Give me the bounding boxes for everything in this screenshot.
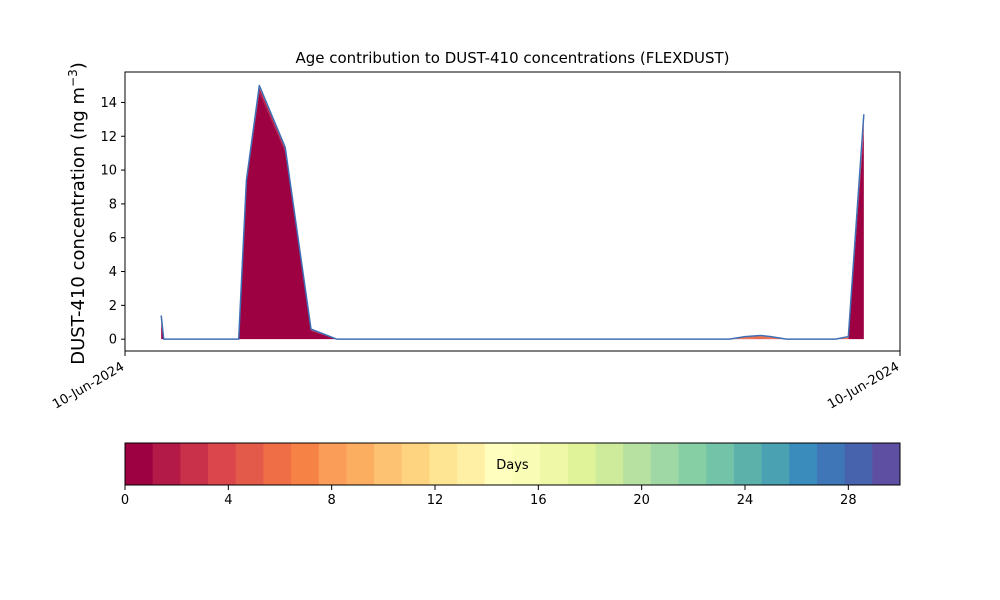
y-axis-label-close: ) (68, 62, 89, 69)
colorbar-swatch (346, 443, 375, 485)
colorbar-swatch (429, 443, 458, 485)
y-tick-label: 6 (109, 231, 117, 246)
y-axis-label: DUST-410 concentration (ng m−3) (66, 62, 89, 365)
colorbar-swatch (318, 443, 347, 485)
colorbar-swatch (180, 443, 209, 485)
y-tick-label: 8 (109, 197, 117, 212)
colorbar-swatch (623, 443, 652, 485)
colorbar-swatch (374, 443, 403, 485)
colorbar: 0 4 8 12 16 20 24 28 (121, 442, 901, 508)
colorbar-swatch (540, 443, 569, 485)
colorbar-swatch (152, 443, 181, 485)
colorbar-tick-label: 12 (427, 493, 444, 508)
chart-title: Age contribution to DUST-410 concentrati… (295, 49, 729, 67)
colorbar-swatch (844, 443, 873, 485)
colorbar-tick-label: 24 (737, 493, 754, 508)
colorbar-tick-label: 20 (633, 493, 650, 508)
colorbar-swatch (291, 443, 320, 485)
colorbar-swatch (733, 443, 763, 485)
colorbar-swatch (650, 443, 680, 485)
x-axis: 10-Jun-2024 10-Jun-2024 (50, 351, 902, 412)
colorbar-swatch (872, 443, 901, 485)
colorbar-swatch (263, 443, 292, 485)
x-tick-label: 10-Jun-2024 (50, 359, 127, 412)
colorbar-swatch (512, 443, 541, 485)
colorbar-tick-label: 16 (530, 493, 547, 508)
colorbar-swatch (208, 443, 237, 485)
x-tick-label: 10-Jun-2024 (825, 359, 902, 412)
area-age-0-days (161, 92, 864, 340)
colorbar-frame (124, 442, 901, 486)
y-tick-label: 0 (109, 333, 117, 348)
y-tick-label: 14 (100, 96, 117, 111)
colorbar-swatch (401, 443, 430, 485)
colorbar-swatch (125, 443, 154, 485)
colorbar-swatch (678, 443, 707, 485)
y-axis: 0 2 4 6 8 10 12 14 (100, 96, 125, 348)
colorbar-tick-label: 4 (224, 493, 232, 508)
plot-area (160, 84, 865, 340)
y-tick-label: 12 (100, 130, 117, 145)
y-tick-label: 2 (109, 299, 117, 314)
colorbar-swatch (816, 443, 846, 485)
colorbar-label: Days (496, 458, 529, 473)
colorbar-tick-label: 8 (328, 493, 336, 508)
y-tick-label: 10 (100, 164, 117, 179)
total-concentration-line (160, 84, 865, 340)
colorbar-tick-label: 0 (121, 493, 129, 508)
colorbar-tick-label: 28 (840, 493, 857, 508)
colorbar-swatch (235, 443, 264, 485)
colorbar-swatch (567, 443, 597, 485)
y-axis-label-main: DUST-410 concentration (ng m (68, 87, 89, 365)
colorbar-swatch (484, 443, 513, 485)
plot-frame (124, 71, 901, 352)
y-tick-label: 4 (109, 265, 117, 280)
colorbar-swatch (595, 443, 624, 485)
colorbar-swatch (706, 443, 735, 485)
y-axis-label-exponent: −3 (66, 69, 80, 87)
colorbar-swatch (761, 443, 790, 485)
colorbar-swatch (789, 443, 818, 485)
colorbar-swatch (457, 443, 486, 485)
